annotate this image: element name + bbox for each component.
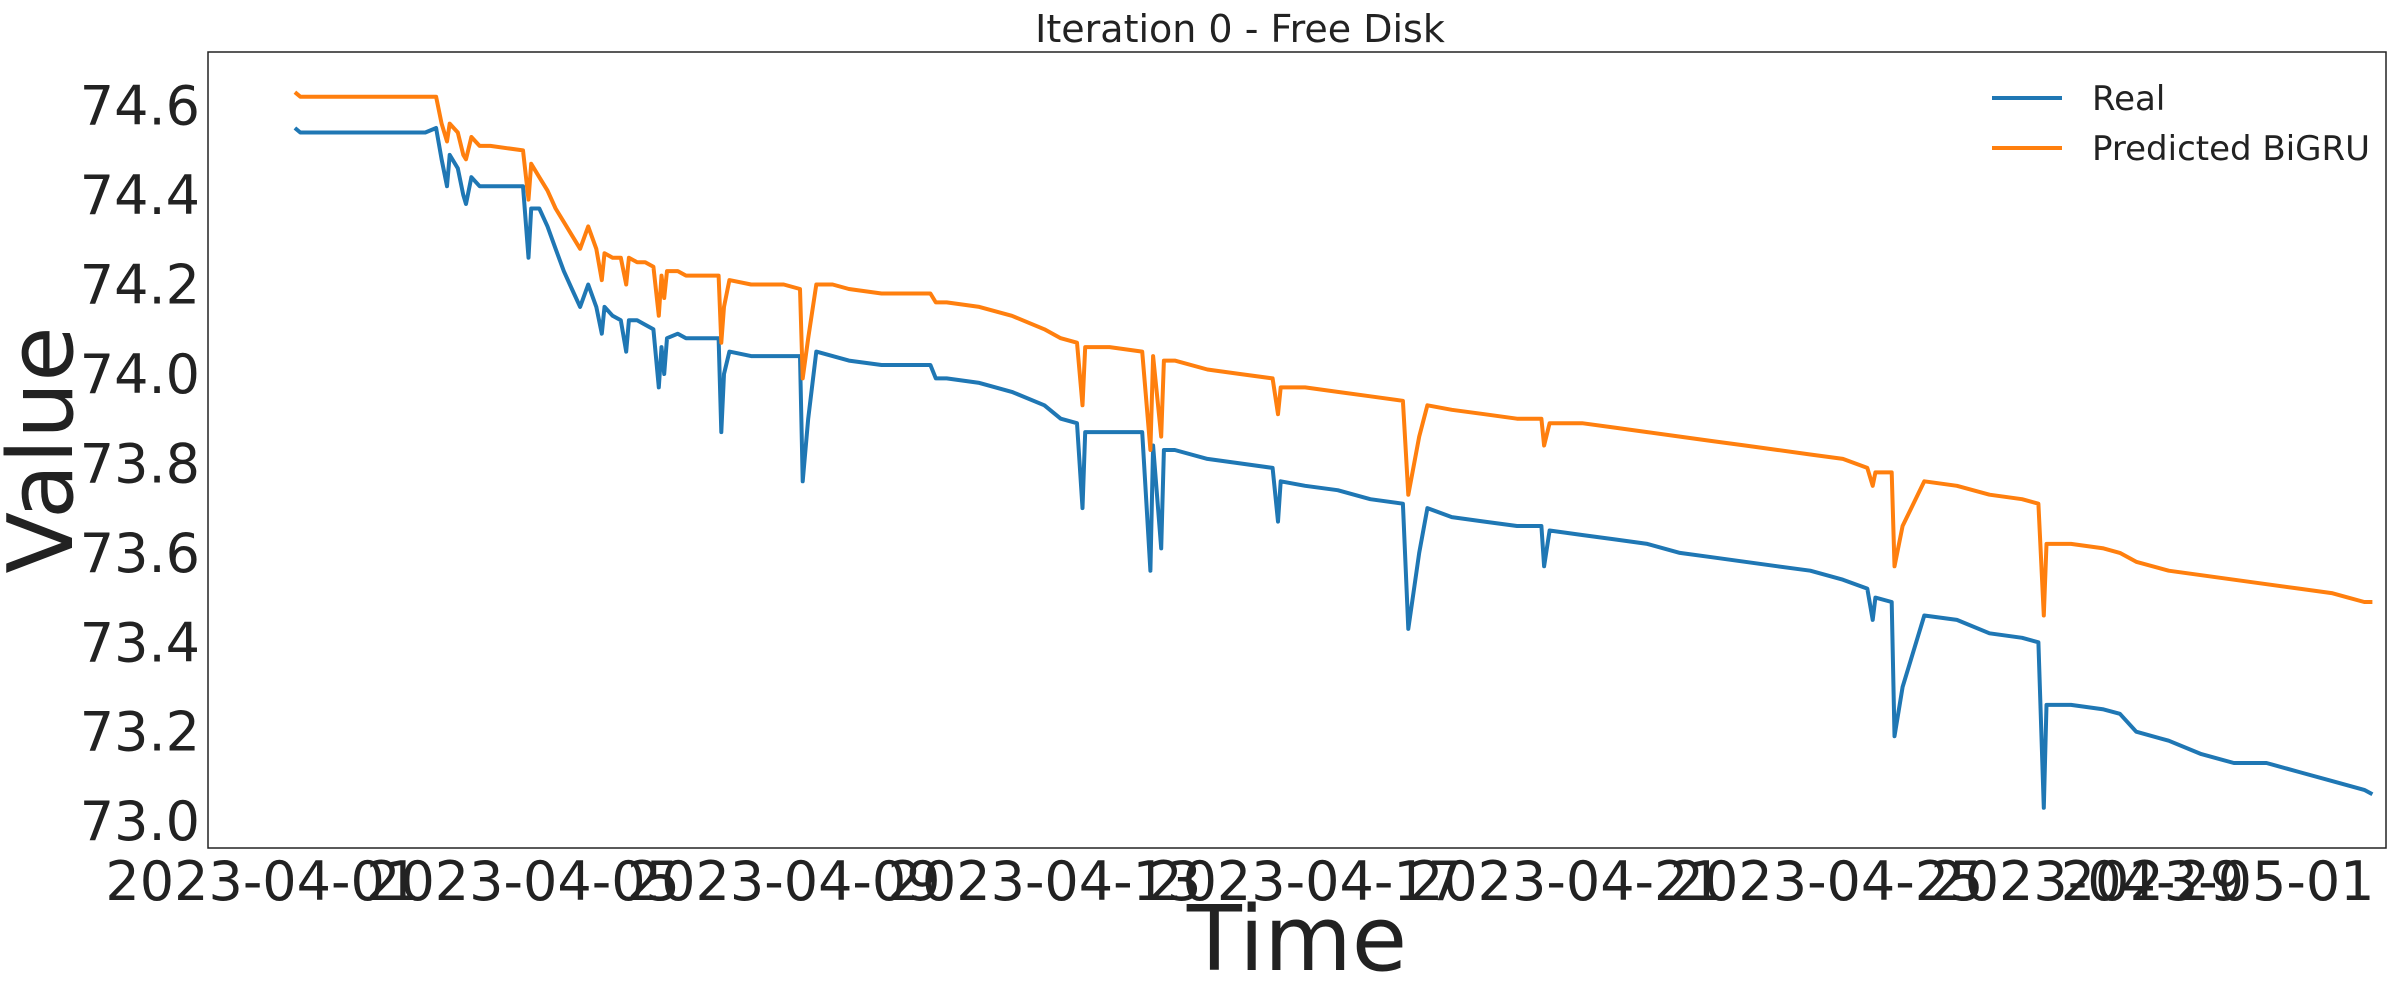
chart-title: Iteration 0 - Free Disk bbox=[1035, 7, 1445, 51]
y-tick-label: 73.2 bbox=[80, 701, 200, 764]
x-tick-label: 2023-05-01 bbox=[2061, 850, 2375, 913]
legend-label-real: Real bbox=[2092, 79, 2165, 119]
series-line-real bbox=[293, 126, 2374, 810]
series-lines bbox=[293, 90, 2374, 810]
x-tick-label: 2023-04-01 bbox=[105, 850, 419, 913]
x-axis-label: Time bbox=[1186, 887, 1407, 992]
y-tick-labels: 73.0 73.2 73.4 73.6 73.8 74.0 74.2 74.4 74.6 bbox=[80, 75, 200, 854]
y-tick-label: 74.2 bbox=[80, 254, 200, 317]
legend-label-predicted: Predicted BiGRU bbox=[2092, 129, 2370, 169]
x-tick-label: 2023-04-05 bbox=[366, 850, 680, 913]
series-line-predicted-bigru bbox=[293, 90, 2373, 618]
y-axis-label: Value bbox=[0, 326, 94, 573]
x-tick-label: 2023-04-13 bbox=[888, 850, 1202, 913]
x-tick-label: 2023-04-17 bbox=[1148, 850, 1462, 913]
x-tick-label: 2023-04-21 bbox=[1409, 850, 1723, 913]
y-tick-label: 73.0 bbox=[80, 790, 200, 853]
y-tick-label: 74.4 bbox=[80, 164, 200, 227]
y-tick-label: 74.6 bbox=[80, 75, 200, 138]
y-tick-label: 73.4 bbox=[80, 611, 200, 674]
legend: Real Predicted BiGRU bbox=[1992, 79, 2370, 169]
x-tick-label: 2023-04-25 bbox=[1670, 850, 1984, 913]
y-tick-label: 74.0 bbox=[80, 343, 200, 406]
y-tick-label: 73.6 bbox=[80, 522, 200, 585]
x-tick-label: 2023-04-29 bbox=[1930, 850, 2244, 913]
x-tick-label: 2023-04-09 bbox=[627, 850, 941, 913]
y-tick-label: 73.8 bbox=[80, 432, 200, 495]
plot-area-frame bbox=[207, 51, 2387, 849]
x-tick-labels: 2023-04-012023-04-052023-04-092023-04-13… bbox=[105, 850, 2374, 913]
